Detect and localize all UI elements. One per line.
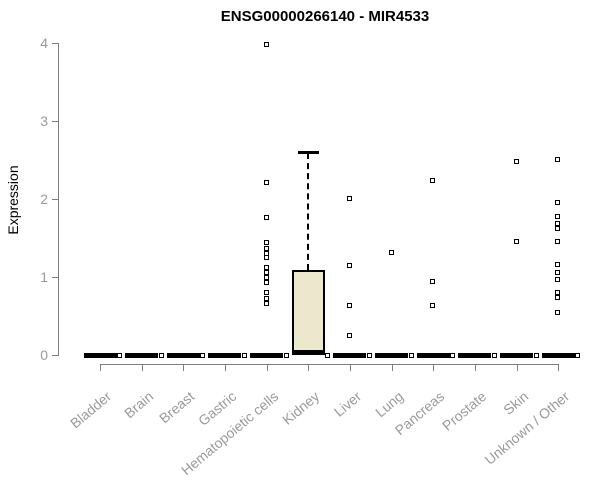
median-line bbox=[291, 350, 325, 356]
outlier-point bbox=[555, 238, 561, 244]
outlier-point bbox=[513, 238, 519, 244]
outlier-point bbox=[346, 196, 352, 201]
zero-point bbox=[158, 352, 164, 358]
outlier-point bbox=[346, 333, 352, 339]
median-line bbox=[250, 352, 284, 358]
outlier-point bbox=[263, 264, 269, 270]
median-line bbox=[166, 352, 200, 358]
outlier-point bbox=[263, 274, 269, 280]
whisker bbox=[307, 153, 310, 270]
median-line bbox=[500, 352, 534, 358]
x-tick bbox=[100, 365, 101, 371]
x-tick bbox=[308, 365, 310, 371]
y-tick bbox=[52, 43, 58, 44]
x-tick bbox=[349, 365, 351, 371]
outlier-point bbox=[263, 214, 269, 220]
median-line bbox=[333, 352, 367, 358]
outlier-point bbox=[263, 300, 269, 306]
y-tick-label: 1 bbox=[40, 269, 48, 285]
x-tick bbox=[224, 365, 226, 371]
median-line bbox=[208, 352, 242, 358]
y-tick bbox=[52, 121, 58, 122]
x-tick bbox=[391, 365, 393, 371]
zero-point bbox=[450, 352, 456, 358]
y-tick bbox=[52, 199, 58, 200]
median-line bbox=[458, 352, 492, 358]
outlier-point bbox=[263, 280, 269, 286]
outlier-point bbox=[263, 41, 269, 47]
outlier-point bbox=[555, 295, 561, 301]
outlier-point bbox=[430, 178, 436, 184]
outlier-point bbox=[513, 159, 519, 165]
median-line bbox=[416, 352, 450, 358]
outlier-point bbox=[388, 249, 394, 255]
outlier-point bbox=[263, 255, 269, 261]
outlier-point bbox=[263, 180, 269, 186]
y-tick-label: 4 bbox=[40, 35, 48, 51]
median-line bbox=[375, 352, 409, 358]
outlier-point bbox=[555, 225, 561, 231]
outlier-point bbox=[555, 277, 561, 283]
zero-point bbox=[241, 352, 247, 358]
x-tick bbox=[516, 365, 518, 371]
y-tick-label: 0 bbox=[40, 347, 48, 363]
outlier-point bbox=[555, 199, 561, 205]
zero-point bbox=[200, 352, 206, 358]
x-tick bbox=[141, 365, 143, 371]
outlier-point bbox=[263, 245, 269, 251]
x-axis-line bbox=[100, 364, 560, 365]
outlier-point bbox=[555, 157, 561, 162]
y-tick-label: 3 bbox=[40, 113, 48, 129]
outlier-point bbox=[555, 220, 561, 226]
outlier-point bbox=[430, 302, 436, 308]
y-tick bbox=[52, 277, 58, 278]
x-tick bbox=[474, 365, 476, 371]
x-tick bbox=[433, 365, 435, 371]
outlier-point bbox=[263, 295, 269, 301]
zero-point bbox=[575, 352, 581, 358]
zero-point bbox=[366, 352, 372, 358]
zero-point bbox=[408, 352, 414, 358]
median-line bbox=[125, 352, 159, 358]
outlier-point bbox=[555, 270, 561, 276]
zero-point bbox=[491, 352, 497, 358]
outlier-point bbox=[555, 309, 561, 315]
x-tick bbox=[558, 365, 560, 371]
zero-point bbox=[283, 352, 289, 358]
outlier-point bbox=[263, 250, 269, 256]
outlier-point bbox=[346, 263, 352, 269]
y-tick bbox=[52, 355, 58, 356]
outlier-point bbox=[263, 239, 269, 245]
zero-point bbox=[325, 352, 331, 358]
chart-title: ENSG00000266140 - MIR4533 bbox=[220, 8, 430, 25]
box bbox=[291, 269, 325, 355]
zero-point bbox=[533, 352, 539, 358]
whisker-cap bbox=[297, 151, 319, 155]
outlier-point bbox=[263, 270, 269, 276]
y-tick-label: 2 bbox=[40, 191, 48, 207]
y-axis-line bbox=[58, 43, 59, 356]
outlier-point bbox=[555, 262, 561, 268]
outlier-point bbox=[263, 290, 269, 296]
x-tick bbox=[183, 365, 185, 371]
outlier-point bbox=[555, 290, 561, 296]
outlier-point bbox=[555, 213, 561, 219]
median-line bbox=[541, 352, 575, 358]
x-tick bbox=[266, 365, 268, 371]
zero-point bbox=[117, 352, 122, 358]
median-line bbox=[83, 352, 117, 358]
outlier-point bbox=[346, 302, 352, 308]
outlier-point bbox=[430, 278, 436, 284]
